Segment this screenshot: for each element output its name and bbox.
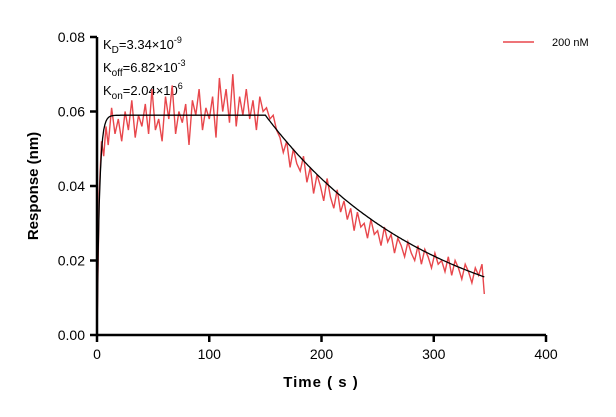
legend-label-200nm: 200 nM xyxy=(552,37,589,49)
x-tick-label: 100 xyxy=(198,346,222,362)
annotation-k-d: KD=3.34×10-9 xyxy=(103,35,182,56)
x-tick-label: 200 xyxy=(310,346,334,362)
x-axis-label: Time ( s ) xyxy=(283,374,359,391)
y-tick-label: 0.06 xyxy=(58,104,85,120)
y-tick-label: 0.08 xyxy=(58,29,85,45)
series-line-200nm xyxy=(96,74,485,336)
plot-area xyxy=(96,74,485,336)
y-axis-label: Response (nm) xyxy=(25,132,42,240)
y-tick-label: 0.00 xyxy=(58,327,85,343)
y-tick-label: 0.04 xyxy=(58,178,85,194)
x-tick-label: 0 xyxy=(93,346,101,362)
axes: 0 100 200 300 400 0.00 0.02 0.04 0.06 0.08 xyxy=(58,29,558,362)
fit-curve xyxy=(96,114,485,336)
annotation-k-off: Koff=6.82×10-3 xyxy=(103,58,186,79)
x-tick-label: 400 xyxy=(534,346,558,362)
legend: 200 nM xyxy=(503,37,589,49)
x-tick-label: 300 xyxy=(422,346,446,362)
annotation-k-on: Kon=2.04×106 xyxy=(103,81,183,102)
y-tick-label: 0.02 xyxy=(58,253,85,269)
